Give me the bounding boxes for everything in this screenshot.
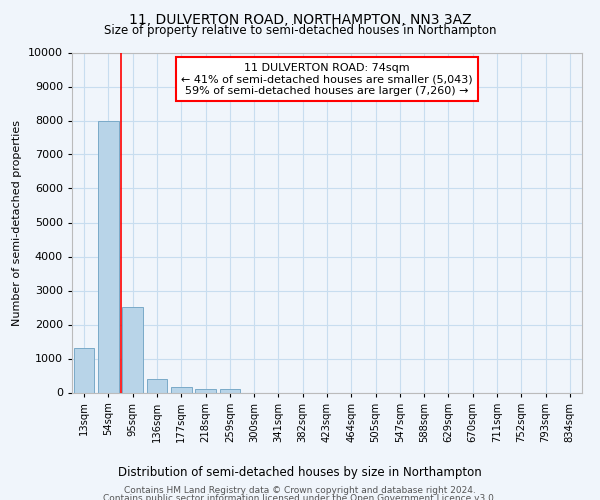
Bar bbox=[146, 379, 167, 392]
Text: 11 DULVERTON ROAD: 74sqm
← 41% of semi-detached houses are smaller (5,043)
59% o: 11 DULVERTON ROAD: 74sqm ← 41% of semi-d… bbox=[181, 62, 473, 96]
Bar bbox=[171, 386, 191, 392]
Y-axis label: Number of semi-detached properties: Number of semi-detached properties bbox=[13, 120, 22, 326]
Text: 11, DULVERTON ROAD, NORTHAMPTON, NN3 3AZ: 11, DULVERTON ROAD, NORTHAMPTON, NN3 3AZ bbox=[128, 12, 472, 26]
Bar bbox=[220, 389, 240, 392]
Bar bbox=[122, 307, 143, 392]
Text: Contains public sector information licensed under the Open Government Licence v3: Contains public sector information licen… bbox=[103, 494, 497, 500]
Text: Contains HM Land Registry data © Crown copyright and database right 2024.: Contains HM Land Registry data © Crown c… bbox=[124, 486, 476, 495]
Bar bbox=[98, 120, 119, 392]
Bar bbox=[195, 389, 216, 392]
Bar bbox=[74, 348, 94, 393]
Text: Size of property relative to semi-detached houses in Northampton: Size of property relative to semi-detach… bbox=[104, 24, 496, 37]
Text: Distribution of semi-detached houses by size in Northampton: Distribution of semi-detached houses by … bbox=[118, 466, 482, 479]
